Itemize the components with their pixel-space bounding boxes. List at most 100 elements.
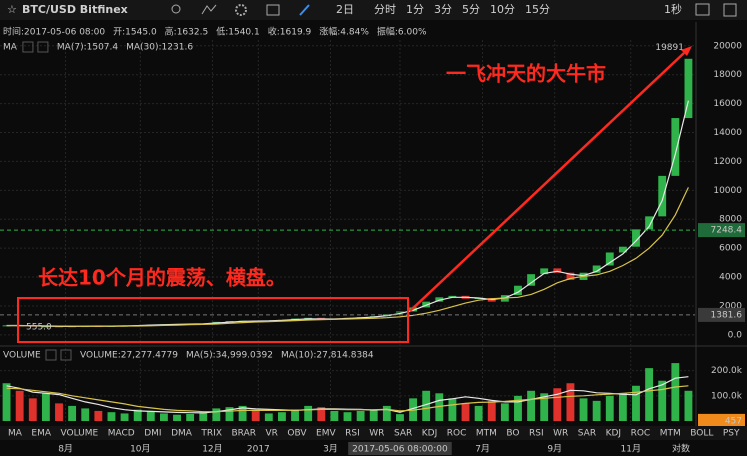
volume-bar bbox=[238, 405, 247, 421]
interval-button[interactable]: 10分 bbox=[490, 3, 515, 16]
star-icon[interactable]: ☆ bbox=[7, 3, 17, 16]
indicator-tab[interactable]: SAR bbox=[578, 429, 596, 439]
volume-bar bbox=[514, 395, 522, 421]
search-icon[interactable] bbox=[171, 4, 181, 14]
indicator-tab[interactable]: BOLL bbox=[690, 429, 713, 439]
interval-button[interactable]: 2日 bbox=[336, 3, 354, 16]
candle-body bbox=[527, 274, 536, 286]
volume-bar bbox=[618, 393, 627, 421]
arrow-head bbox=[681, 46, 692, 56]
price-tag-label: 7248.4 bbox=[711, 226, 743, 236]
annotation-bull: 一飞冲天的大牛市 bbox=[446, 62, 606, 86]
x-tick-label: 2017 bbox=[247, 445, 270, 455]
y-tick-label: 10000 bbox=[713, 186, 742, 196]
candle-body bbox=[514, 285, 522, 296]
legend-close[interactable] bbox=[37, 41, 49, 53]
volume-bar bbox=[671, 363, 680, 421]
volume-bar bbox=[291, 409, 299, 421]
candle-body bbox=[645, 216, 654, 230]
y-tick-label: 20000 bbox=[713, 41, 742, 51]
price-tag-label: 1381.6 bbox=[711, 310, 743, 320]
y-tick-label: 18000 bbox=[713, 70, 742, 80]
interval-button[interactable]: 分时 bbox=[374, 3, 396, 16]
indicator-tab[interactable]: ROC bbox=[631, 429, 651, 439]
indicator-tab[interactable]: KDJ bbox=[606, 429, 622, 439]
volume-bar bbox=[120, 413, 129, 421]
indicator-tab[interactable]: SAR bbox=[394, 429, 412, 439]
candle-body bbox=[592, 265, 601, 273]
volume-bar bbox=[435, 393, 444, 421]
volume-tick-label: 200.0k bbox=[711, 366, 743, 376]
price-tag bbox=[698, 307, 745, 322]
candle-body bbox=[225, 321, 234, 323]
indicator-tab[interactable]: MACD bbox=[108, 429, 135, 439]
indicator-tab[interactable]: DMI bbox=[144, 429, 161, 439]
indicator-tab[interactable]: MTM bbox=[660, 429, 681, 439]
indicator-tab[interactable]: RSI bbox=[529, 429, 544, 439]
indicator-tab[interactable]: DMA bbox=[171, 429, 193, 439]
info-field: 收:1619.9 bbox=[268, 26, 312, 38]
info-field: 振幅:6.00% bbox=[377, 26, 427, 38]
volume-bar bbox=[133, 409, 142, 421]
volume-ma-line bbox=[6, 385, 689, 413]
volume-bar bbox=[566, 383, 575, 421]
indicator-tab[interactable]: WR bbox=[553, 429, 568, 439]
volume-bar bbox=[81, 408, 90, 421]
candle-body bbox=[684, 58, 693, 119]
volume-tag bbox=[698, 413, 745, 428]
indicator-tab[interactable]: KDJ bbox=[422, 429, 438, 439]
draw-icon[interactable] bbox=[299, 4, 310, 16]
indicator-tab[interactable]: EMA bbox=[31, 429, 51, 439]
indicator-tab[interactable]: VR bbox=[265, 429, 277, 439]
indicator-tab[interactable]: PSY bbox=[723, 429, 740, 439]
price-tag bbox=[698, 223, 745, 238]
indicator-tab[interactable]: MA bbox=[8, 429, 23, 439]
interval-button[interactable]: 1分 bbox=[406, 3, 424, 16]
indicator-icon[interactable] bbox=[201, 4, 217, 15]
ma-legend: MA(30):1231.6 bbox=[126, 43, 193, 53]
interval-button[interactable]: 3分 bbox=[434, 3, 452, 16]
volume-bar bbox=[592, 400, 601, 421]
price-marker: 19891 bbox=[655, 43, 684, 53]
volume-bar bbox=[553, 388, 562, 421]
y-tick-label: 0.0 bbox=[728, 330, 743, 340]
indicator-tab[interactable]: VOLUME bbox=[61, 429, 99, 439]
compare-icon[interactable] bbox=[266, 4, 280, 16]
volume-bar bbox=[527, 390, 536, 421]
volume-bar bbox=[146, 410, 155, 421]
interval-button[interactable]: 5分 bbox=[462, 3, 480, 16]
volume-bar bbox=[474, 405, 483, 421]
indicator-tab[interactable]: RSI bbox=[345, 429, 360, 439]
x-tick-label: 12月 bbox=[202, 444, 222, 455]
indicator-tab[interactable]: MTM bbox=[476, 429, 497, 439]
volume-bar bbox=[68, 405, 77, 421]
indicator-tab[interactable]: OBV bbox=[287, 429, 307, 439]
y-tick-label: 2000 bbox=[719, 301, 742, 311]
indicator-tab[interactable]: TRIX bbox=[200, 429, 222, 439]
camera-icon[interactable] bbox=[695, 3, 710, 16]
indicator-tab[interactable]: WR bbox=[369, 429, 384, 439]
indicator-tab[interactable]: BO bbox=[506, 429, 519, 439]
volume-bar bbox=[382, 405, 391, 421]
x-axis-mode[interactable]: 对数 bbox=[672, 443, 690, 455]
fullscreen-icon[interactable] bbox=[723, 3, 737, 17]
volume-bar bbox=[396, 414, 404, 421]
volume-bar bbox=[173, 414, 181, 421]
volume-legend: VOLUME:27,277.4779 bbox=[80, 351, 178, 361]
volume-title: VOLUME bbox=[3, 351, 41, 361]
interval-button[interactable]: 15分 bbox=[525, 3, 550, 16]
interval-1s[interactable]: 1秒 bbox=[664, 2, 682, 16]
settings-icon[interactable] bbox=[235, 4, 247, 16]
legend-close[interactable] bbox=[60, 349, 72, 361]
price-marker: 555.0 bbox=[26, 322, 52, 332]
symbol[interactable]: BTC/USD Bitfinex bbox=[22, 3, 128, 16]
legend-settings[interactable] bbox=[45, 349, 57, 361]
indicator-tab[interactable]: ROC bbox=[447, 429, 467, 439]
indicator-tab[interactable]: BRAR bbox=[232, 429, 256, 439]
volume-bar bbox=[330, 410, 339, 421]
volume-bar bbox=[212, 408, 221, 421]
indicator-tab[interactable]: EMV bbox=[316, 429, 336, 439]
legend-settings[interactable] bbox=[22, 41, 34, 53]
candle-body bbox=[618, 246, 627, 253]
